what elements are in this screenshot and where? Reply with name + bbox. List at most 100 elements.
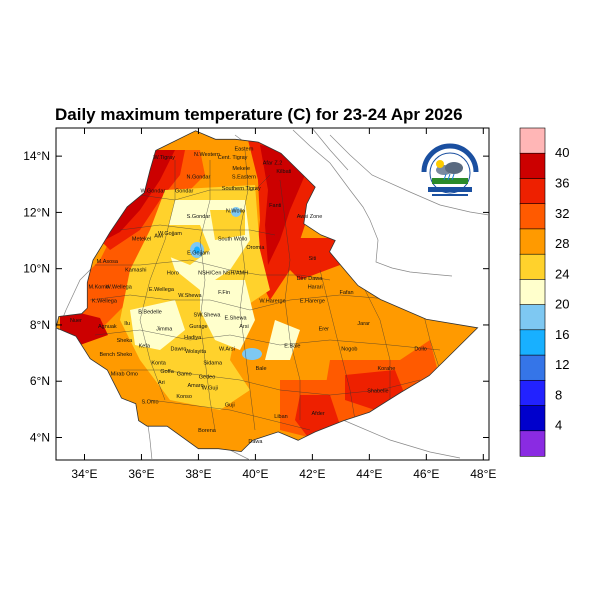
region-label: Agnuak bbox=[98, 324, 117, 330]
region-label: Kamashi bbox=[125, 268, 146, 274]
y-tick-label: 4°N bbox=[30, 430, 50, 444]
colorbar-bin bbox=[519, 127, 546, 154]
region-label: South Wollo bbox=[218, 237, 248, 243]
x-tick-label: 48°E bbox=[470, 467, 496, 481]
colorbar-bin bbox=[519, 379, 546, 407]
region-label: Bench Sheko bbox=[99, 352, 132, 358]
region-label: Ilu bbox=[124, 321, 130, 327]
y-tick-label: 10°N bbox=[23, 262, 50, 276]
region-label: W.Arsi bbox=[219, 346, 235, 352]
x-tick-label: 38°E bbox=[185, 467, 211, 481]
region-label: Dire Dawa bbox=[297, 276, 324, 282]
region-label: N.Wollo bbox=[226, 208, 245, 214]
region-label: Eastern bbox=[235, 147, 254, 153]
y-tick-label: 12°N bbox=[23, 205, 50, 219]
region-label: Nogob bbox=[341, 346, 357, 352]
region-label: Hadiya bbox=[184, 335, 202, 341]
region-label: N.Western bbox=[194, 152, 220, 158]
region-label: Nuer bbox=[70, 318, 82, 324]
region-label: Awi bbox=[154, 234, 163, 240]
colorbar-label: 12 bbox=[555, 357, 569, 372]
region-label: S.Eastern bbox=[232, 175, 256, 181]
region-label: Siti bbox=[309, 256, 317, 262]
meteorology-agency-logo-icon bbox=[421, 143, 479, 196]
region-label: F.Fin bbox=[218, 290, 230, 296]
region-label: Cent. Tigray bbox=[218, 155, 248, 161]
axis-ticks: 34°E 36°E 38°E 40°E 42°E 44°E 46°E 48°E 4°N 6°N 8°… bbox=[23, 128, 496, 481]
colorbar-label: 8 bbox=[555, 387, 562, 402]
region-label: S.Omo bbox=[141, 400, 158, 406]
region-label: Jimma bbox=[156, 327, 173, 333]
colorbar-bin bbox=[519, 304, 546, 331]
x-tick-label: 42°E bbox=[299, 467, 325, 481]
x-tick-label: 46°E bbox=[413, 467, 439, 481]
colorbar-label: 4 bbox=[555, 418, 562, 433]
colorbar-label: 32 bbox=[555, 206, 569, 221]
region-label: N.Gondar bbox=[186, 175, 210, 181]
region-label: K.Wellega bbox=[92, 298, 118, 304]
region-label: Guji bbox=[225, 403, 235, 409]
region-label: E.Bale bbox=[284, 344, 300, 350]
region-label: W.Wellega bbox=[106, 284, 133, 290]
colorbar-label: 40 bbox=[555, 145, 569, 160]
country-outline bbox=[55, 130, 479, 453]
region-label: Dawa bbox=[248, 439, 263, 445]
region-label: Konta bbox=[151, 360, 166, 366]
region-label: E.Harerge bbox=[300, 298, 325, 304]
y-tick-label: 6°N bbox=[30, 374, 50, 388]
region-label: Arsi bbox=[239, 324, 248, 330]
region-label: E.Gojjam bbox=[187, 251, 210, 257]
region-label: Jarar bbox=[357, 321, 370, 327]
region-label: Sheka bbox=[117, 338, 134, 344]
region-label: Awsi Zone bbox=[297, 214, 323, 220]
region-label: Shabelle bbox=[367, 389, 388, 395]
region-label: E.Shewa bbox=[224, 315, 247, 321]
colorbar-label: 16 bbox=[555, 327, 569, 342]
colorbar-bin bbox=[519, 228, 546, 255]
y-tick-label: 8°N bbox=[30, 318, 50, 332]
region-label: Borena bbox=[198, 428, 217, 434]
region-label: Metekel bbox=[132, 237, 151, 243]
x-tick-label: 36°E bbox=[128, 467, 154, 481]
region-label: Ari bbox=[158, 380, 165, 386]
region-label: Dawro bbox=[171, 346, 187, 352]
colorbar-bin bbox=[519, 430, 546, 457]
region-label: SW.Shewa bbox=[194, 313, 222, 319]
x-tick-label: 44°E bbox=[356, 467, 382, 481]
map-title: Daily maximum temperature (C) for 23-24 … bbox=[55, 105, 463, 124]
region-label: Gondar bbox=[175, 189, 194, 195]
region-label: W.Gojjam bbox=[158, 231, 182, 237]
colorbar: 40 36 32 28 24 20 16 12 8 4 bbox=[519, 127, 569, 457]
region-label: Harari bbox=[308, 284, 323, 290]
region-label: Kefa bbox=[139, 344, 151, 350]
y-tick-label: 14°N bbox=[23, 149, 50, 163]
region-label: Gedeo bbox=[199, 374, 216, 380]
region-label: B.Bedelle bbox=[138, 310, 162, 316]
region-label: Southern Tigray bbox=[222, 186, 261, 192]
region-label: Oromia bbox=[246, 245, 265, 251]
region-label: Gamo bbox=[177, 372, 192, 378]
colorbar-label: 20 bbox=[555, 297, 569, 312]
region-label: Mirab Omo bbox=[111, 372, 138, 378]
region-label: W.Tigray bbox=[153, 155, 175, 161]
region-label: Wolayita bbox=[185, 349, 207, 355]
region-label: Afder bbox=[312, 411, 325, 417]
region-label: M.Komo bbox=[88, 284, 108, 290]
colorbar-bin bbox=[519, 329, 546, 356]
region-label: Amaro bbox=[187, 383, 203, 389]
region-label: Afar Z.2 bbox=[263, 161, 283, 167]
admin-boundaries bbox=[89, 149, 471, 431]
region-label: Korahe bbox=[378, 366, 396, 372]
colorbar-bin bbox=[519, 405, 546, 432]
region-label: W.Shewa bbox=[178, 293, 202, 299]
colorbar-bin bbox=[519, 279, 546, 306]
region-label: NSH/AMH bbox=[223, 270, 248, 276]
region-label: Bale bbox=[256, 366, 267, 372]
region-label: Mekele bbox=[232, 166, 250, 172]
region-label: W.Gondar bbox=[141, 189, 166, 195]
colorbar-bin bbox=[519, 152, 546, 179]
region-label: S.Gondar bbox=[187, 214, 211, 220]
region-label: Konso bbox=[176, 394, 192, 400]
